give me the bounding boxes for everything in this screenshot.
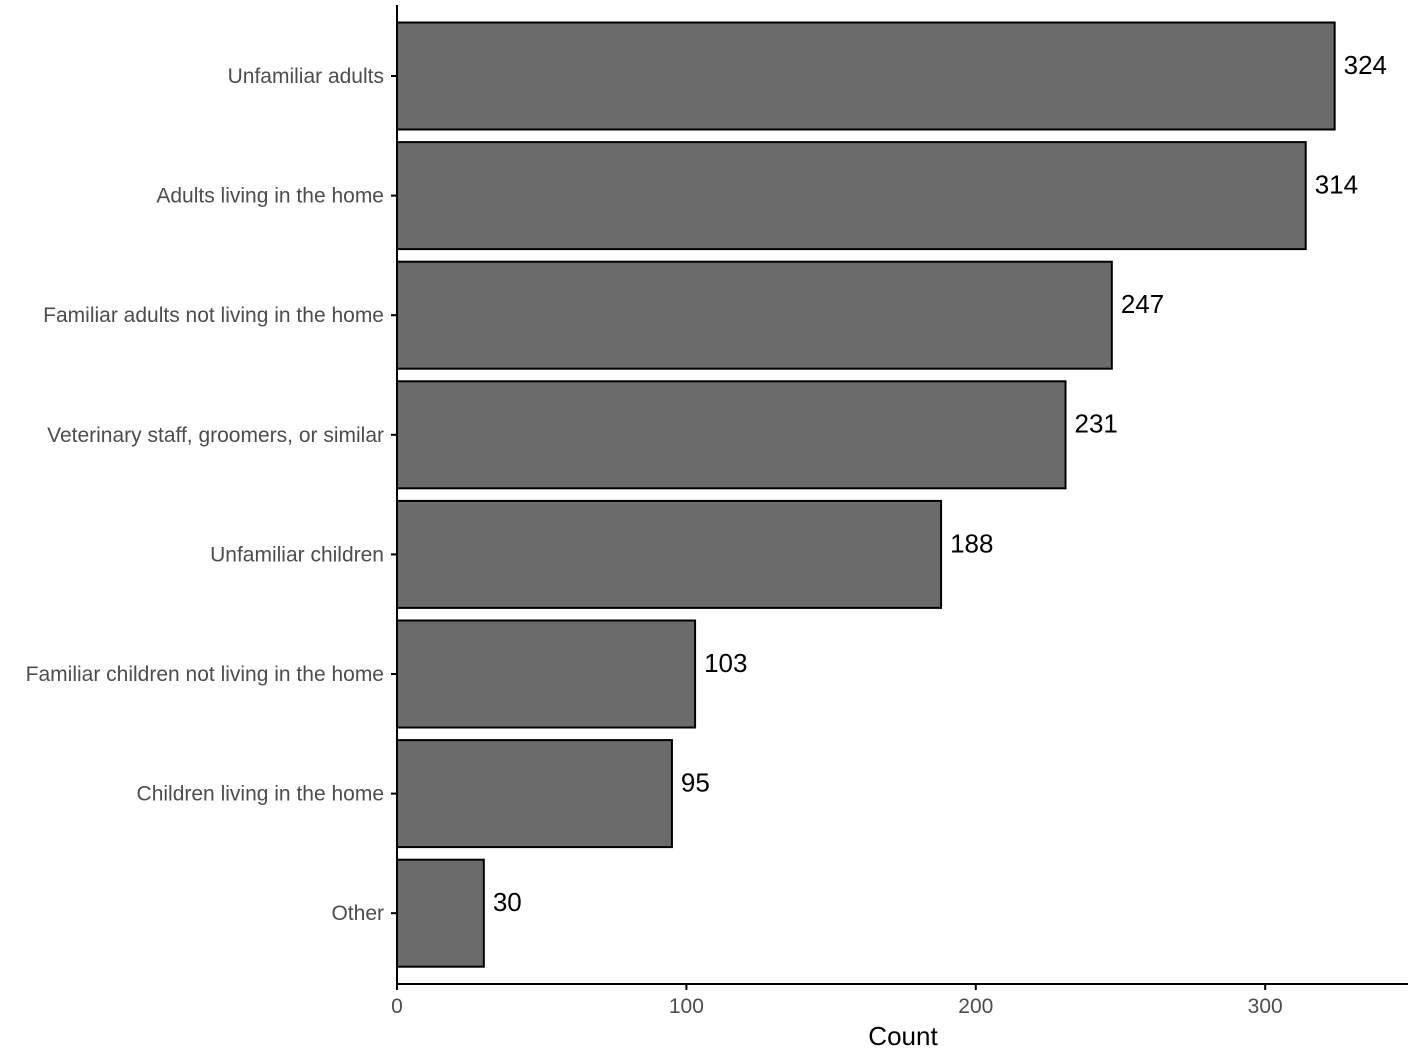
bar-value-label: 314: [1315, 169, 1358, 199]
bar: [396, 260, 1113, 370]
category-label: Familiar children not living in the home: [26, 663, 384, 686]
value-labels-group: 324 314 247 231 188 103 95 30: [493, 50, 1387, 917]
bar-value-label: 30: [493, 887, 522, 917]
bar-value-label: 231: [1075, 409, 1118, 439]
x-axis-title: Count: [868, 1021, 938, 1051]
bar: [396, 499, 943, 609]
category-label: Children living in the home: [137, 783, 384, 806]
x-tick-label: 300: [1248, 995, 1283, 1018]
bar-value-label: 247: [1121, 289, 1164, 319]
bar: [396, 858, 485, 968]
bar-value-label: 324: [1344, 50, 1387, 80]
category-label: Unfamiliar children: [210, 543, 384, 566]
category-label: Adults living in the home: [156, 185, 384, 208]
bars-group: [396, 21, 1336, 968]
y-axis: Unfamiliar adults Adults living in the ho…: [26, 5, 398, 984]
bar: [396, 739, 673, 849]
bar: [396, 619, 697, 729]
category-label: Other: [331, 902, 384, 925]
bar: [396, 141, 1307, 251]
bar: [396, 21, 1336, 131]
bar-value-label: 188: [950, 528, 993, 558]
x-tick-label: 0: [391, 995, 403, 1018]
category-label: Familiar adults not living in the home: [43, 304, 384, 327]
category-label: Unfamiliar adults: [228, 65, 384, 88]
bar-value-label: 95: [681, 767, 710, 797]
bar-value-label: 103: [704, 648, 747, 678]
category-label: Veterinary staff, groomers, or similar: [47, 424, 384, 447]
x-axis: 0 100 200 300: [391, 983, 1408, 1018]
x-tick-label: 200: [958, 995, 993, 1018]
x-tick-label: 100: [669, 995, 704, 1018]
bar: [396, 380, 1067, 490]
